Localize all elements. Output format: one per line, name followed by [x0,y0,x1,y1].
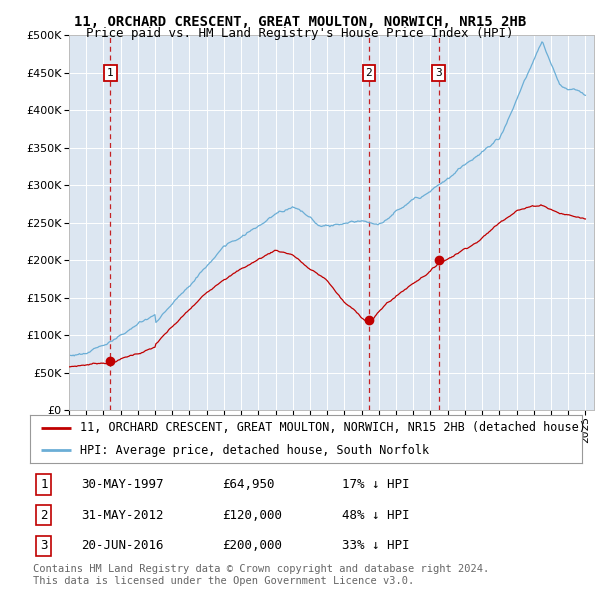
Text: 3: 3 [40,539,47,552]
Text: 17% ↓ HPI: 17% ↓ HPI [342,478,409,491]
Text: Price paid vs. HM Land Registry's House Price Index (HPI): Price paid vs. HM Land Registry's House … [86,27,514,40]
Text: 2: 2 [365,68,372,78]
Text: 3: 3 [435,68,442,78]
Text: Contains HM Land Registry data © Crown copyright and database right 2024.
This d: Contains HM Land Registry data © Crown c… [33,564,489,586]
Text: 31-MAY-2012: 31-MAY-2012 [81,509,163,522]
Text: 20-JUN-2016: 20-JUN-2016 [81,539,163,552]
Text: 30-MAY-1997: 30-MAY-1997 [81,478,163,491]
Text: £64,950: £64,950 [222,478,275,491]
Text: 11, ORCHARD CRESCENT, GREAT MOULTON, NORWICH, NR15 2HB: 11, ORCHARD CRESCENT, GREAT MOULTON, NOR… [74,15,526,29]
Text: 11, ORCHARD CRESCENT, GREAT MOULTON, NORWICH, NR15 2HB (detached house): 11, ORCHARD CRESCENT, GREAT MOULTON, NOR… [80,421,586,434]
Text: 1: 1 [107,68,114,78]
Text: 1: 1 [40,478,47,491]
Text: HPI: Average price, detached house, South Norfolk: HPI: Average price, detached house, Sout… [80,444,429,457]
Text: £200,000: £200,000 [222,539,282,552]
Text: 33% ↓ HPI: 33% ↓ HPI [342,539,409,552]
Text: 48% ↓ HPI: 48% ↓ HPI [342,509,409,522]
Text: 2: 2 [40,509,47,522]
Text: £120,000: £120,000 [222,509,282,522]
